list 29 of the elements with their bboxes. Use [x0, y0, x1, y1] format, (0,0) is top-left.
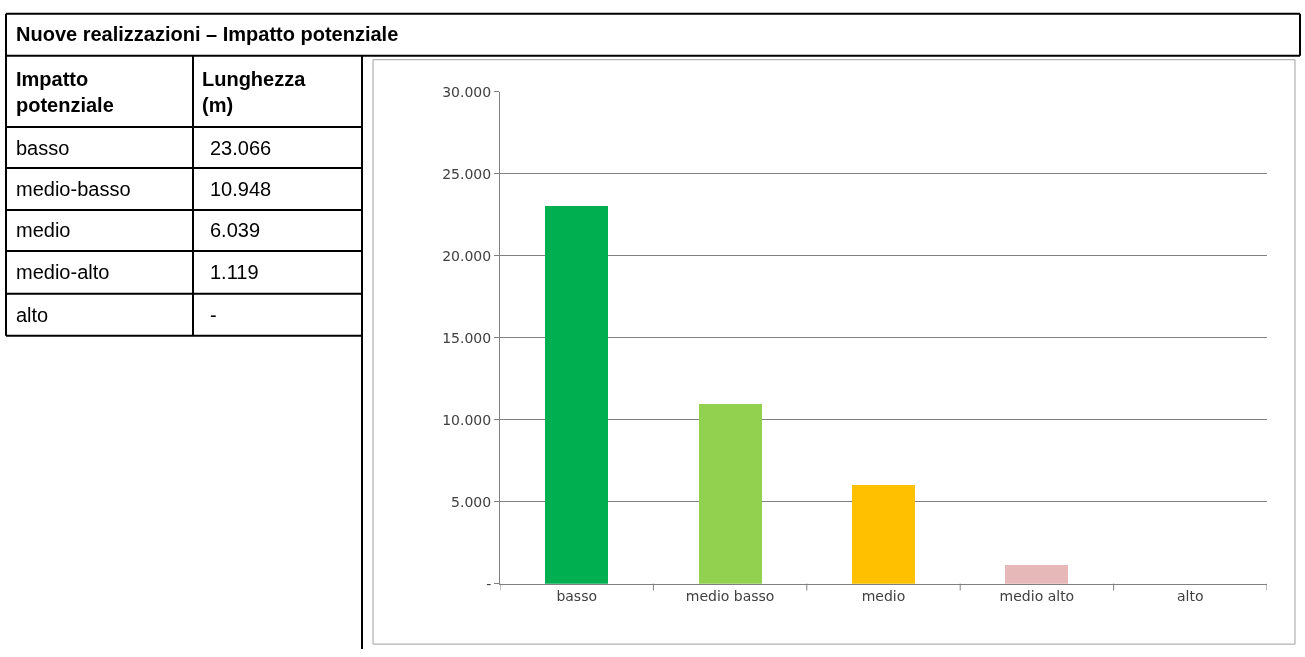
text: medio	[16, 219, 71, 241]
text: medio-basso	[16, 178, 131, 200]
y-tick-label: 5.000	[451, 493, 492, 510]
text: alto	[16, 304, 49, 326]
text: 6.039	[210, 219, 261, 241]
bar	[545, 205, 608, 584]
y-tick-label: 10.000	[442, 411, 492, 428]
x-tick-label: medio basso	[685, 588, 775, 605]
bar	[1005, 564, 1068, 584]
y-tick-label: 30.000	[442, 83, 492, 100]
x-tick-label: alto	[1177, 588, 1204, 605]
bar	[852, 484, 915, 584]
text: medio-alto	[16, 261, 110, 283]
text: Impatto potenziale	[16, 68, 114, 116]
text: 23.066	[210, 137, 272, 159]
y-tick-label: 25.000	[442, 165, 492, 182]
y-tick-label: 20.000	[442, 247, 492, 264]
text: basso	[16, 137, 70, 159]
x-tick-label: medio alto	[999, 588, 1075, 605]
text: 1.119	[210, 261, 259, 283]
y-tick-label: -	[486, 575, 492, 592]
x-tick-label: basso	[556, 588, 598, 605]
bar	[699, 403, 762, 584]
text: Lunghezza (m)	[202, 68, 307, 116]
x-tick-label: medio	[861, 588, 906, 605]
y-tick-label: 15.000	[442, 329, 492, 346]
text: Nuove realizzazioni – Impatto potenziale	[16, 23, 399, 45]
text: 10.948	[210, 178, 272, 200]
text: -	[210, 304, 217, 326]
